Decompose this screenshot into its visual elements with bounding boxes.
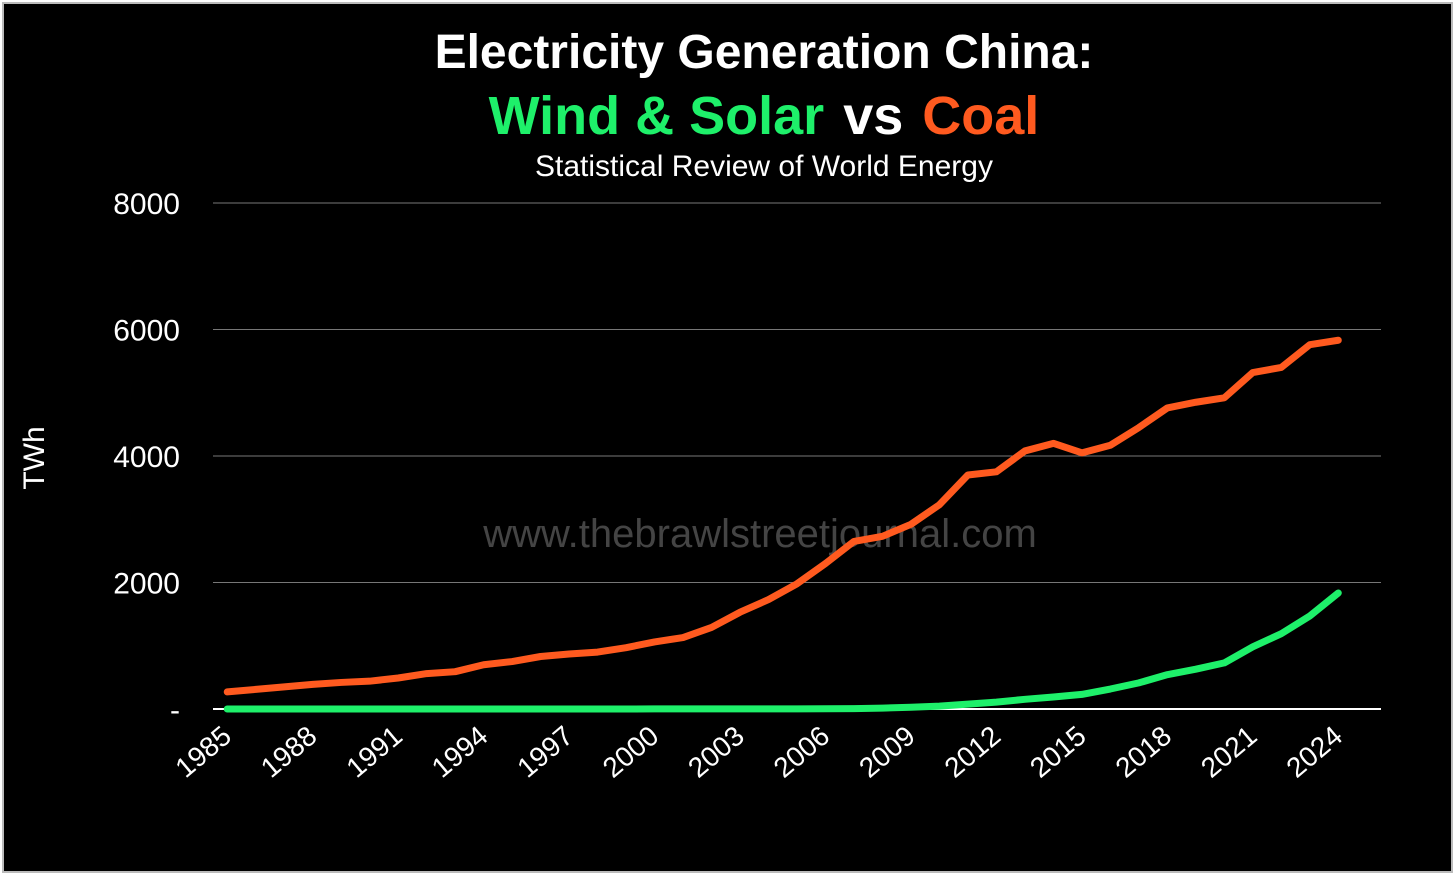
y-tick-label: - [170,694,180,727]
chart-subtitle: Statistical Review of World Energy [535,150,993,183]
watermark: www.thebrawlstreetjournal.com [482,512,1037,556]
series-line [223,336,1342,696]
y-tick-label: 6000 [113,315,180,348]
y-tick-label: 2000 [113,568,180,601]
y-tick-label: 8000 [113,188,180,221]
title-series-name: Wind & Solar [489,86,825,146]
title-joiner: vs [843,86,903,146]
y-axis-label: TWh [18,426,51,489]
series-line [223,589,1342,713]
y-tick-label: 4000 [113,441,180,474]
chart-title-line2: Wind & Solar vs Coal [489,86,1040,146]
chart-title: Electricity Generation China: [435,26,1094,79]
title-series-name: Coal [922,86,1039,146]
